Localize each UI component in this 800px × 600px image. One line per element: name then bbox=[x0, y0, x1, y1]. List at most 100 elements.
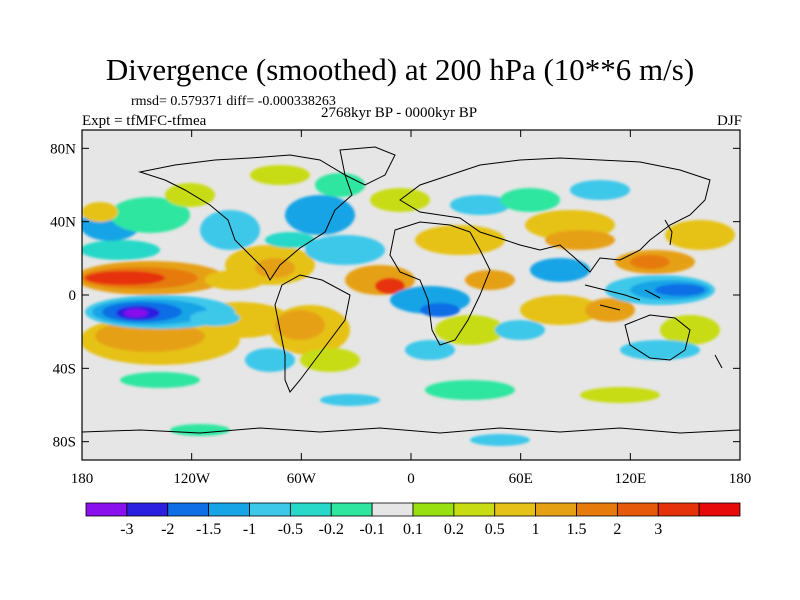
coastline-antarctica bbox=[82, 427, 740, 434]
field-region bbox=[315, 173, 365, 197]
field-region bbox=[85, 271, 165, 285]
coastline-africa bbox=[389, 221, 491, 346]
lon-tick-label: 60E bbox=[509, 471, 533, 487]
field-region bbox=[82, 240, 160, 260]
lat-tick-label: 0 bbox=[69, 288, 77, 304]
colorbar-label: -1.5 bbox=[196, 521, 221, 538]
colorbar-swatch bbox=[126, 502, 169, 517]
field-region bbox=[520, 295, 600, 325]
colorbar-swatch bbox=[85, 502, 128, 517]
colorbar-swatch bbox=[167, 502, 210, 517]
field-region bbox=[265, 232, 315, 248]
lat-tick-label: 80S bbox=[53, 435, 76, 451]
colorbar-swatch bbox=[289, 502, 332, 517]
field-region bbox=[530, 258, 590, 282]
field-region bbox=[465, 270, 515, 290]
coastline-indonesia bbox=[584, 284, 661, 311]
lat-tick-label: 40N bbox=[50, 215, 76, 231]
field-region bbox=[300, 348, 360, 372]
field-region bbox=[665, 220, 735, 250]
colorbar-swatch bbox=[576, 502, 618, 517]
field-region bbox=[285, 195, 355, 235]
field-region bbox=[245, 348, 295, 372]
field-region bbox=[420, 303, 460, 317]
field-region bbox=[190, 310, 240, 326]
field-region bbox=[255, 258, 295, 278]
field-region bbox=[620, 340, 700, 360]
field-region bbox=[500, 188, 560, 212]
colorbar-swatch bbox=[698, 502, 741, 517]
field-region bbox=[124, 309, 148, 317]
colorbar-swatch bbox=[412, 502, 455, 517]
field-region bbox=[470, 434, 530, 446]
field-region bbox=[425, 380, 515, 400]
field-region bbox=[170, 424, 230, 436]
lon-tick-label: 0 bbox=[407, 471, 415, 487]
period-label: 2768kyr BP - 0000kyr BP bbox=[321, 105, 478, 121]
coastline-eurasia bbox=[399, 157, 711, 273]
coastline-new-zealand bbox=[714, 354, 723, 369]
lon-tick-label: 180 bbox=[71, 471, 94, 487]
field-region bbox=[580, 387, 660, 403]
lon-tick-label: 120E bbox=[614, 471, 646, 487]
field-region bbox=[405, 340, 455, 360]
coastline-south-america bbox=[274, 274, 351, 393]
field-region bbox=[320, 394, 380, 406]
field-region bbox=[200, 210, 260, 250]
field-region bbox=[120, 372, 200, 388]
experiment-label: Expt = tfMFC-tfmea bbox=[82, 113, 207, 129]
lon-tick-label: 180 bbox=[729, 471, 752, 487]
colorbar-label: -3 bbox=[120, 521, 133, 538]
colorbar-label: 2 bbox=[613, 521, 621, 538]
lon-tick-label: 60W bbox=[287, 471, 317, 487]
lon-tick-label: 120W bbox=[173, 471, 211, 487]
field-region bbox=[82, 202, 118, 222]
colorbar-swatch bbox=[453, 502, 496, 517]
colorbar-label: 1 bbox=[532, 521, 540, 538]
colorbar-swatch bbox=[371, 502, 414, 517]
field-region bbox=[495, 320, 545, 340]
coastline-japan bbox=[664, 219, 673, 246]
colorbar-label: -2 bbox=[161, 521, 174, 538]
colorbar-swatch bbox=[535, 502, 577, 517]
colorbar-swatch bbox=[494, 502, 537, 517]
coastlines bbox=[82, 146, 740, 434]
coastline-north-america bbox=[138, 154, 353, 281]
colorbar-label: 0.1 bbox=[403, 521, 423, 538]
colorbar-label: 1.5 bbox=[567, 521, 587, 538]
lat-tick-label: 40S bbox=[53, 361, 76, 377]
colorbar-swatch bbox=[330, 502, 373, 517]
divergence-field bbox=[82, 165, 735, 446]
colorbar-label: 3 bbox=[654, 521, 662, 538]
field-region bbox=[545, 230, 615, 250]
coastline-australia bbox=[624, 314, 691, 361]
field-region bbox=[250, 165, 310, 185]
season-label: DJF bbox=[716, 113, 742, 129]
colorbar-label: -0.2 bbox=[319, 521, 344, 538]
field-region bbox=[275, 310, 325, 340]
colorbar-label: -0.5 bbox=[278, 521, 303, 538]
lat-tick-label: 80N bbox=[50, 141, 76, 157]
colorbar-swatch bbox=[616, 502, 659, 517]
colorbar-label: 0.2 bbox=[444, 521, 464, 538]
field-region bbox=[655, 284, 705, 296]
colorbar-label: -1 bbox=[243, 521, 256, 538]
field-region bbox=[305, 235, 385, 265]
field-region bbox=[110, 197, 190, 233]
field-region bbox=[435, 315, 505, 345]
coastline-greenland bbox=[339, 146, 396, 186]
colorbar-swatch bbox=[208, 502, 250, 517]
map-title: Divergence (smoothed) at 200 hPa (10**6 … bbox=[105, 52, 695, 87]
stats-text: rmsd= 0.579371 diff= -0.000338263 bbox=[131, 94, 336, 109]
colorbar-swatch bbox=[249, 502, 291, 517]
field-region bbox=[570, 180, 630, 200]
map-axes: 80N 40N 0 40S 80S 180 120W 60W 0 60E 120E 180 bbox=[50, 130, 751, 487]
field-region bbox=[450, 195, 510, 215]
colorbar: -3 -2 -1.5 -1 -0.5 -0.2 -0.1 0.1 0.2 0.5 1 1.5 2 3 bbox=[85, 502, 741, 538]
colorbar-label: -0.1 bbox=[359, 521, 384, 538]
field-region bbox=[415, 225, 505, 255]
colorbar-label: 0.5 bbox=[485, 521, 505, 538]
field-region bbox=[585, 298, 635, 322]
field-region bbox=[630, 255, 670, 269]
field-region bbox=[375, 278, 405, 294]
